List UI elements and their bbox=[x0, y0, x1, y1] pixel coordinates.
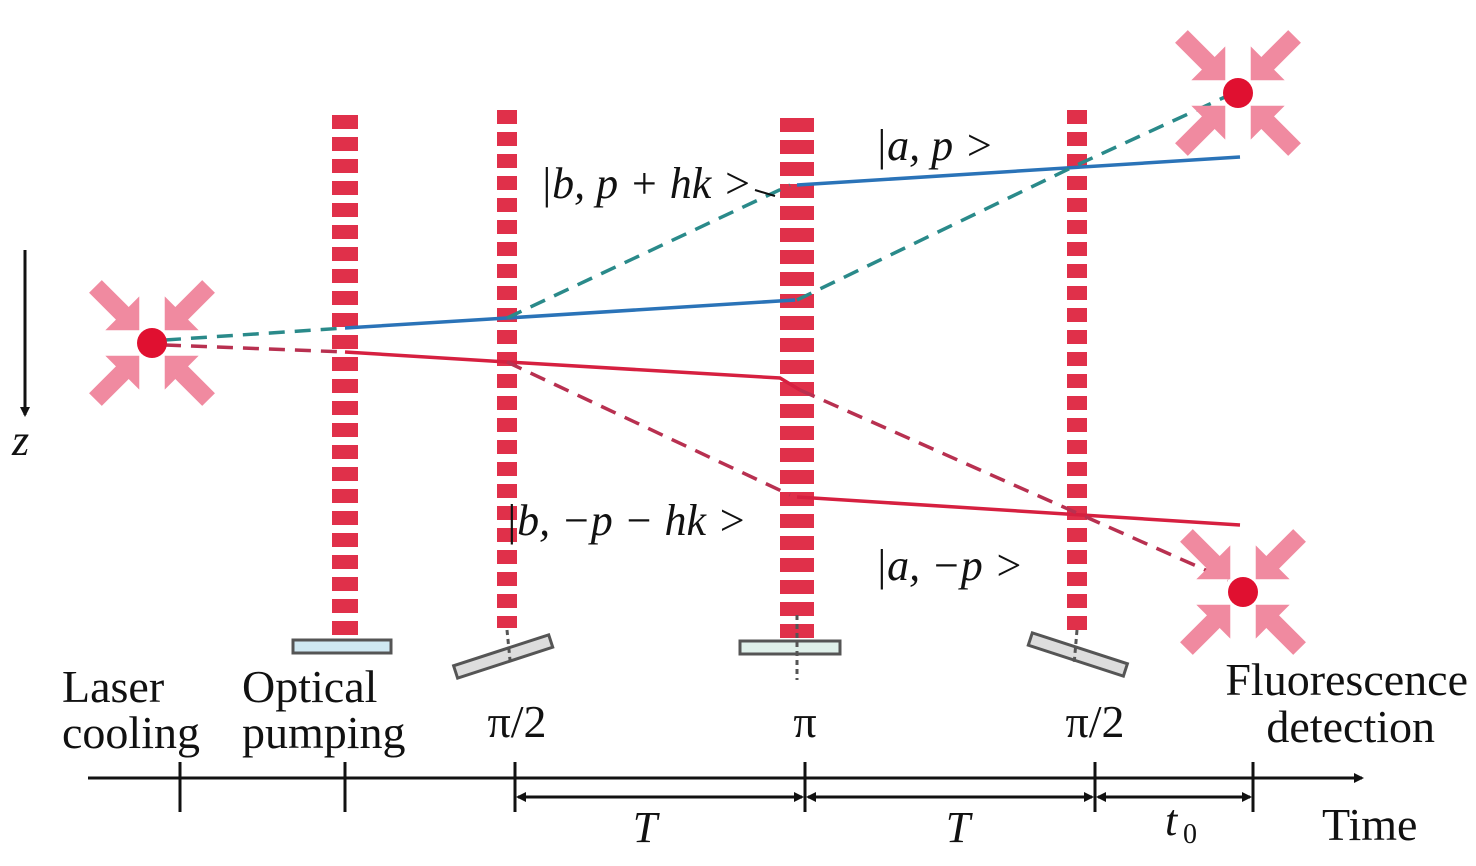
mirrors bbox=[291, 615, 1130, 680]
state-label: |a, p > bbox=[875, 121, 994, 170]
stage-label: Fluorescence bbox=[1225, 654, 1468, 705]
time-axis bbox=[88, 762, 1364, 812]
interval-subscript: 0 bbox=[1183, 819, 1197, 850]
mot-upper bbox=[1164, 19, 1311, 166]
interval-label: t bbox=[1165, 796, 1179, 845]
stage-label: Optical bbox=[242, 661, 377, 712]
pulse-label: π/2 bbox=[1065, 696, 1124, 747]
stage-label: pumping bbox=[242, 707, 406, 758]
stage-label: detection bbox=[1266, 701, 1435, 752]
state-label: |b, p + hk > bbox=[540, 159, 752, 208]
state-pointer bbox=[754, 189, 776, 197]
laser-beams bbox=[332, 110, 1087, 640]
pulse-label: π bbox=[793, 696, 816, 747]
mot-start bbox=[78, 269, 225, 416]
z-label: z bbox=[11, 416, 29, 465]
interval-label: T bbox=[946, 803, 974, 852]
trajectories bbox=[164, 95, 1241, 582]
state-label: |a, −p > bbox=[875, 541, 1023, 590]
time-label: Time bbox=[1322, 799, 1417, 850]
pulse-label: π/2 bbox=[487, 696, 546, 747]
stage-label: Laser bbox=[62, 661, 164, 712]
state-label: |b, −p − hk > bbox=[505, 496, 747, 545]
interval-label: T bbox=[633, 803, 661, 852]
stage-label: cooling bbox=[62, 707, 200, 758]
mot-lower bbox=[1169, 518, 1316, 665]
